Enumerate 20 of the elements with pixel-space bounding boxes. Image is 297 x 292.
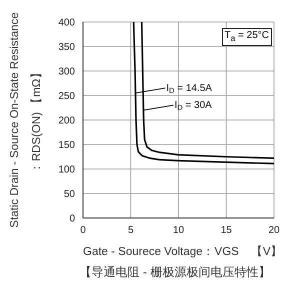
x-tick-label: 20 — [268, 225, 280, 236]
y-tick-label: 350 — [58, 42, 76, 54]
annotation: I$_{D}$ = 14.5A — [166, 83, 212, 96]
x-tick-label: 10 — [172, 225, 184, 236]
x-tick-label: 5 — [128, 225, 134, 236]
y-tick-label: 100 — [58, 164, 76, 176]
y-axis-title: Static Drain - Source On-State Resistance ：RDS(ON) 【mΩ】 — [9, 12, 43, 228]
y-tick-label: 200 — [58, 116, 76, 127]
annotation: T$_{a}$ = 25°C — [224, 30, 269, 43]
y-tick-label: 300 — [58, 66, 76, 78]
y-tick-label: 400 — [58, 18, 76, 29]
y-tick-label: 250 — [58, 91, 76, 102]
x-tick-label: 0 — [80, 225, 86, 236]
x-axis-title: Gate - Sourece Voltage：VGS 【V】 — [83, 246, 283, 258]
y-tick-label: 150 — [58, 140, 76, 152]
annotation: I$_{D}$ = 30A — [174, 100, 212, 113]
text: 【导通电阻 - 栅极源极间电压特性】 — [80, 265, 270, 279]
x-tick-label: 15 — [220, 225, 232, 236]
y-tick-label: 0 — [69, 214, 76, 225]
y-tick-label: 50 — [64, 189, 76, 200]
